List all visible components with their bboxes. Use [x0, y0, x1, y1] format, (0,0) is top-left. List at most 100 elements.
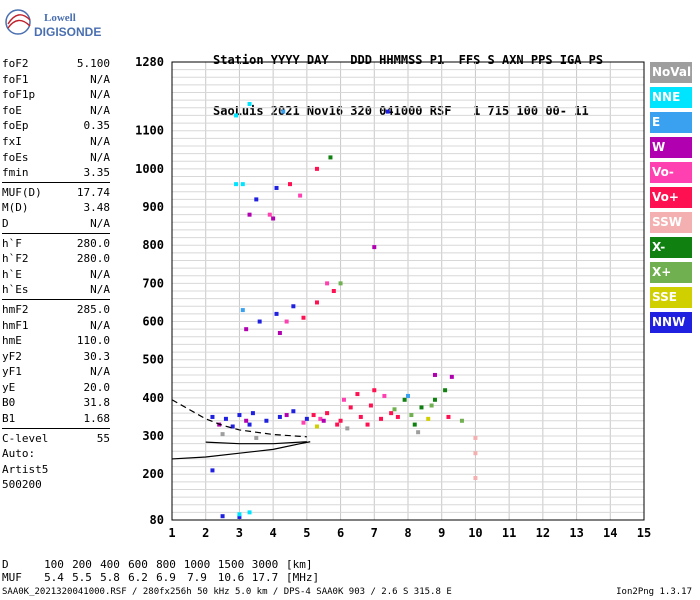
param-row: B1 1.68	[2, 411, 110, 427]
data-point	[288, 182, 292, 187]
data-point	[429, 403, 434, 408]
y-tick-label: 1000	[135, 162, 164, 176]
data-point	[244, 327, 249, 332]
data-point	[368, 403, 373, 408]
data-point	[291, 304, 296, 309]
y-tick-label: 500	[142, 353, 164, 367]
param-value: N/A	[90, 216, 110, 230]
param-value: 280.0	[76, 236, 110, 250]
data-point	[365, 422, 370, 427]
param-row: foE N/A	[2, 103, 110, 119]
param-value: N/A	[90, 283, 110, 297]
param-row: fmin 3.35	[2, 165, 110, 181]
footer-value: 7.9	[187, 571, 207, 584]
x-tick-label: 15	[637, 526, 651, 540]
y-tick-label: 800	[142, 238, 164, 252]
param-row: h`E N/A	[2, 267, 110, 283]
footer-value: 800	[156, 558, 176, 571]
data-point	[274, 311, 279, 316]
data-point	[314, 166, 319, 171]
footer-value: 5.4	[44, 571, 64, 584]
param-label: foEs	[2, 150, 29, 164]
param-label: h`E	[2, 267, 22, 281]
param-value: N/A	[90, 150, 110, 164]
data-point	[284, 319, 289, 324]
param-value: N/A	[90, 88, 110, 102]
data-point	[355, 392, 360, 397]
data-point	[318, 416, 323, 421]
legend-item: NNE	[650, 87, 692, 108]
param-value: 110.0	[76, 334, 110, 348]
param-label: B0	[2, 396, 16, 410]
param-label: C-level	[2, 431, 49, 445]
param-label: MUF(D)	[2, 185, 42, 199]
distance-row: D 100 200 400 600 800 1000 1500 3000 [km]	[2, 558, 319, 571]
param-row: foF2 5.100	[2, 56, 110, 72]
data-point	[473, 451, 478, 456]
data-point	[379, 416, 384, 421]
param-value: 31.8	[83, 396, 111, 410]
legend-item: SSW	[650, 212, 692, 233]
x-tick-label: 9	[438, 526, 445, 540]
param-value: 1.68	[83, 412, 111, 426]
data-point	[210, 468, 215, 473]
data-point	[348, 405, 353, 410]
data-point	[237, 413, 242, 418]
footer-unit: [km]	[286, 558, 313, 571]
data-point	[426, 416, 431, 421]
data-point	[338, 281, 343, 286]
y-tick-label: 900	[142, 200, 164, 214]
param-row: h`Es N/A	[2, 282, 110, 298]
data-point	[419, 405, 424, 410]
data-point	[382, 393, 387, 398]
param-label: hmF2	[2, 302, 29, 316]
param-row: foF1 N/A	[2, 72, 110, 88]
param-row: B0 31.8	[2, 395, 110, 411]
y-tick-label: 700	[142, 276, 164, 290]
param-row: yE 20.0	[2, 380, 110, 396]
footer-value: 6.2	[128, 571, 148, 584]
param-value: N/A	[90, 365, 110, 379]
param-label: hmF1	[2, 318, 29, 332]
footer-value: 600	[128, 558, 148, 571]
param-row: yF2 30.3	[2, 349, 110, 365]
auto-line1: Auto:	[2, 447, 36, 461]
param-row: fxI N/A	[2, 134, 110, 150]
param-label: hmE	[2, 334, 22, 348]
version-label: Ion2Png 1.3.17	[616, 587, 692, 597]
param-label: foF2	[2, 57, 29, 70]
plot-frame	[171, 61, 645, 521]
param-value: 0.35	[83, 119, 111, 133]
param-label: M(D)	[2, 201, 29, 215]
data-point	[328, 155, 333, 160]
param-separator	[2, 427, 110, 429]
param-label: fmin	[2, 166, 29, 180]
x-tick-label: 12	[536, 526, 550, 540]
param-value: N/A	[90, 134, 110, 148]
footer-value: 1000	[183, 558, 211, 571]
param-row: foF1p N/A	[2, 87, 110, 103]
data-point	[234, 113, 239, 118]
data-point	[395, 414, 400, 419]
param-row: foEp 0.35	[2, 118, 110, 134]
param-value: 285.0	[76, 302, 110, 316]
x-tick-label: 14	[603, 526, 617, 540]
param-value: 30.3	[83, 349, 111, 363]
data-point	[321, 418, 326, 423]
footer-value: 200	[72, 558, 92, 571]
param-row: MUF(D) 17.74	[2, 185, 110, 201]
x-tick-label: 3	[236, 526, 243, 540]
data-point	[237, 514, 242, 519]
x-tick-label: 10	[468, 526, 482, 540]
param-row: C-level 55	[2, 431, 110, 447]
data-point	[338, 418, 343, 423]
data-point	[446, 414, 451, 419]
x-tick-label: 11	[502, 526, 516, 540]
param-row: hmE 110.0	[2, 333, 110, 349]
data-point	[254, 197, 259, 202]
polarization-legend: NoVal NNE E W Vo- Vo+ SSW X- X+ SSE NNW	[650, 62, 692, 337]
data-point	[277, 330, 282, 335]
data-point	[220, 432, 225, 437]
legend-item: X+	[650, 262, 692, 283]
data-point	[240, 308, 245, 313]
